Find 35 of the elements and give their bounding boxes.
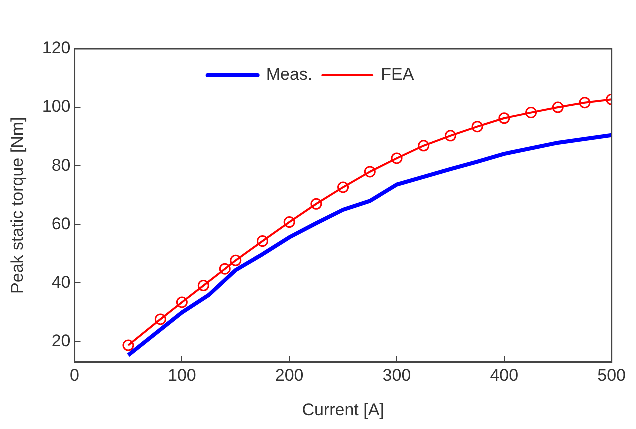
point <box>498 112 510 124</box>
x-tick-label: 500 <box>598 366 626 386</box>
x-tick-label: 0 <box>70 366 80 386</box>
y-tick-label: 20 <box>52 331 71 350</box>
x-tick-label: 300 <box>382 366 412 386</box>
point <box>391 152 403 164</box>
point <box>284 216 296 228</box>
point <box>154 314 166 326</box>
legend-label: FEA <box>381 65 415 84</box>
y-tick-label: 40 <box>52 272 71 292</box>
point <box>552 102 564 114</box>
point <box>526 107 538 119</box>
point <box>256 236 268 248</box>
y-axis-title: Peak static torque [Nm] <box>8 117 27 294</box>
point <box>310 198 322 210</box>
point <box>444 130 456 142</box>
y-tick-label: 120 <box>42 38 71 58</box>
x-tick-label: 100 <box>168 366 196 386</box>
point <box>122 340 134 352</box>
point <box>472 121 484 133</box>
x-axis-title: Current [A] <box>302 400 384 420</box>
point <box>230 254 242 266</box>
x-tick-label: 400 <box>490 366 519 386</box>
point <box>418 140 430 152</box>
y-tick-label: 60 <box>52 214 71 234</box>
point <box>579 97 591 109</box>
y-tick-label: 100 <box>42 97 71 116</box>
y-tick-label: 80 <box>52 156 71 175</box>
x-tick-label: 200 <box>275 366 304 386</box>
point <box>198 280 210 292</box>
point <box>176 296 188 308</box>
point <box>219 263 231 275</box>
point <box>364 166 376 178</box>
point <box>338 182 350 194</box>
legend-label: Meas. <box>266 65 313 84</box>
